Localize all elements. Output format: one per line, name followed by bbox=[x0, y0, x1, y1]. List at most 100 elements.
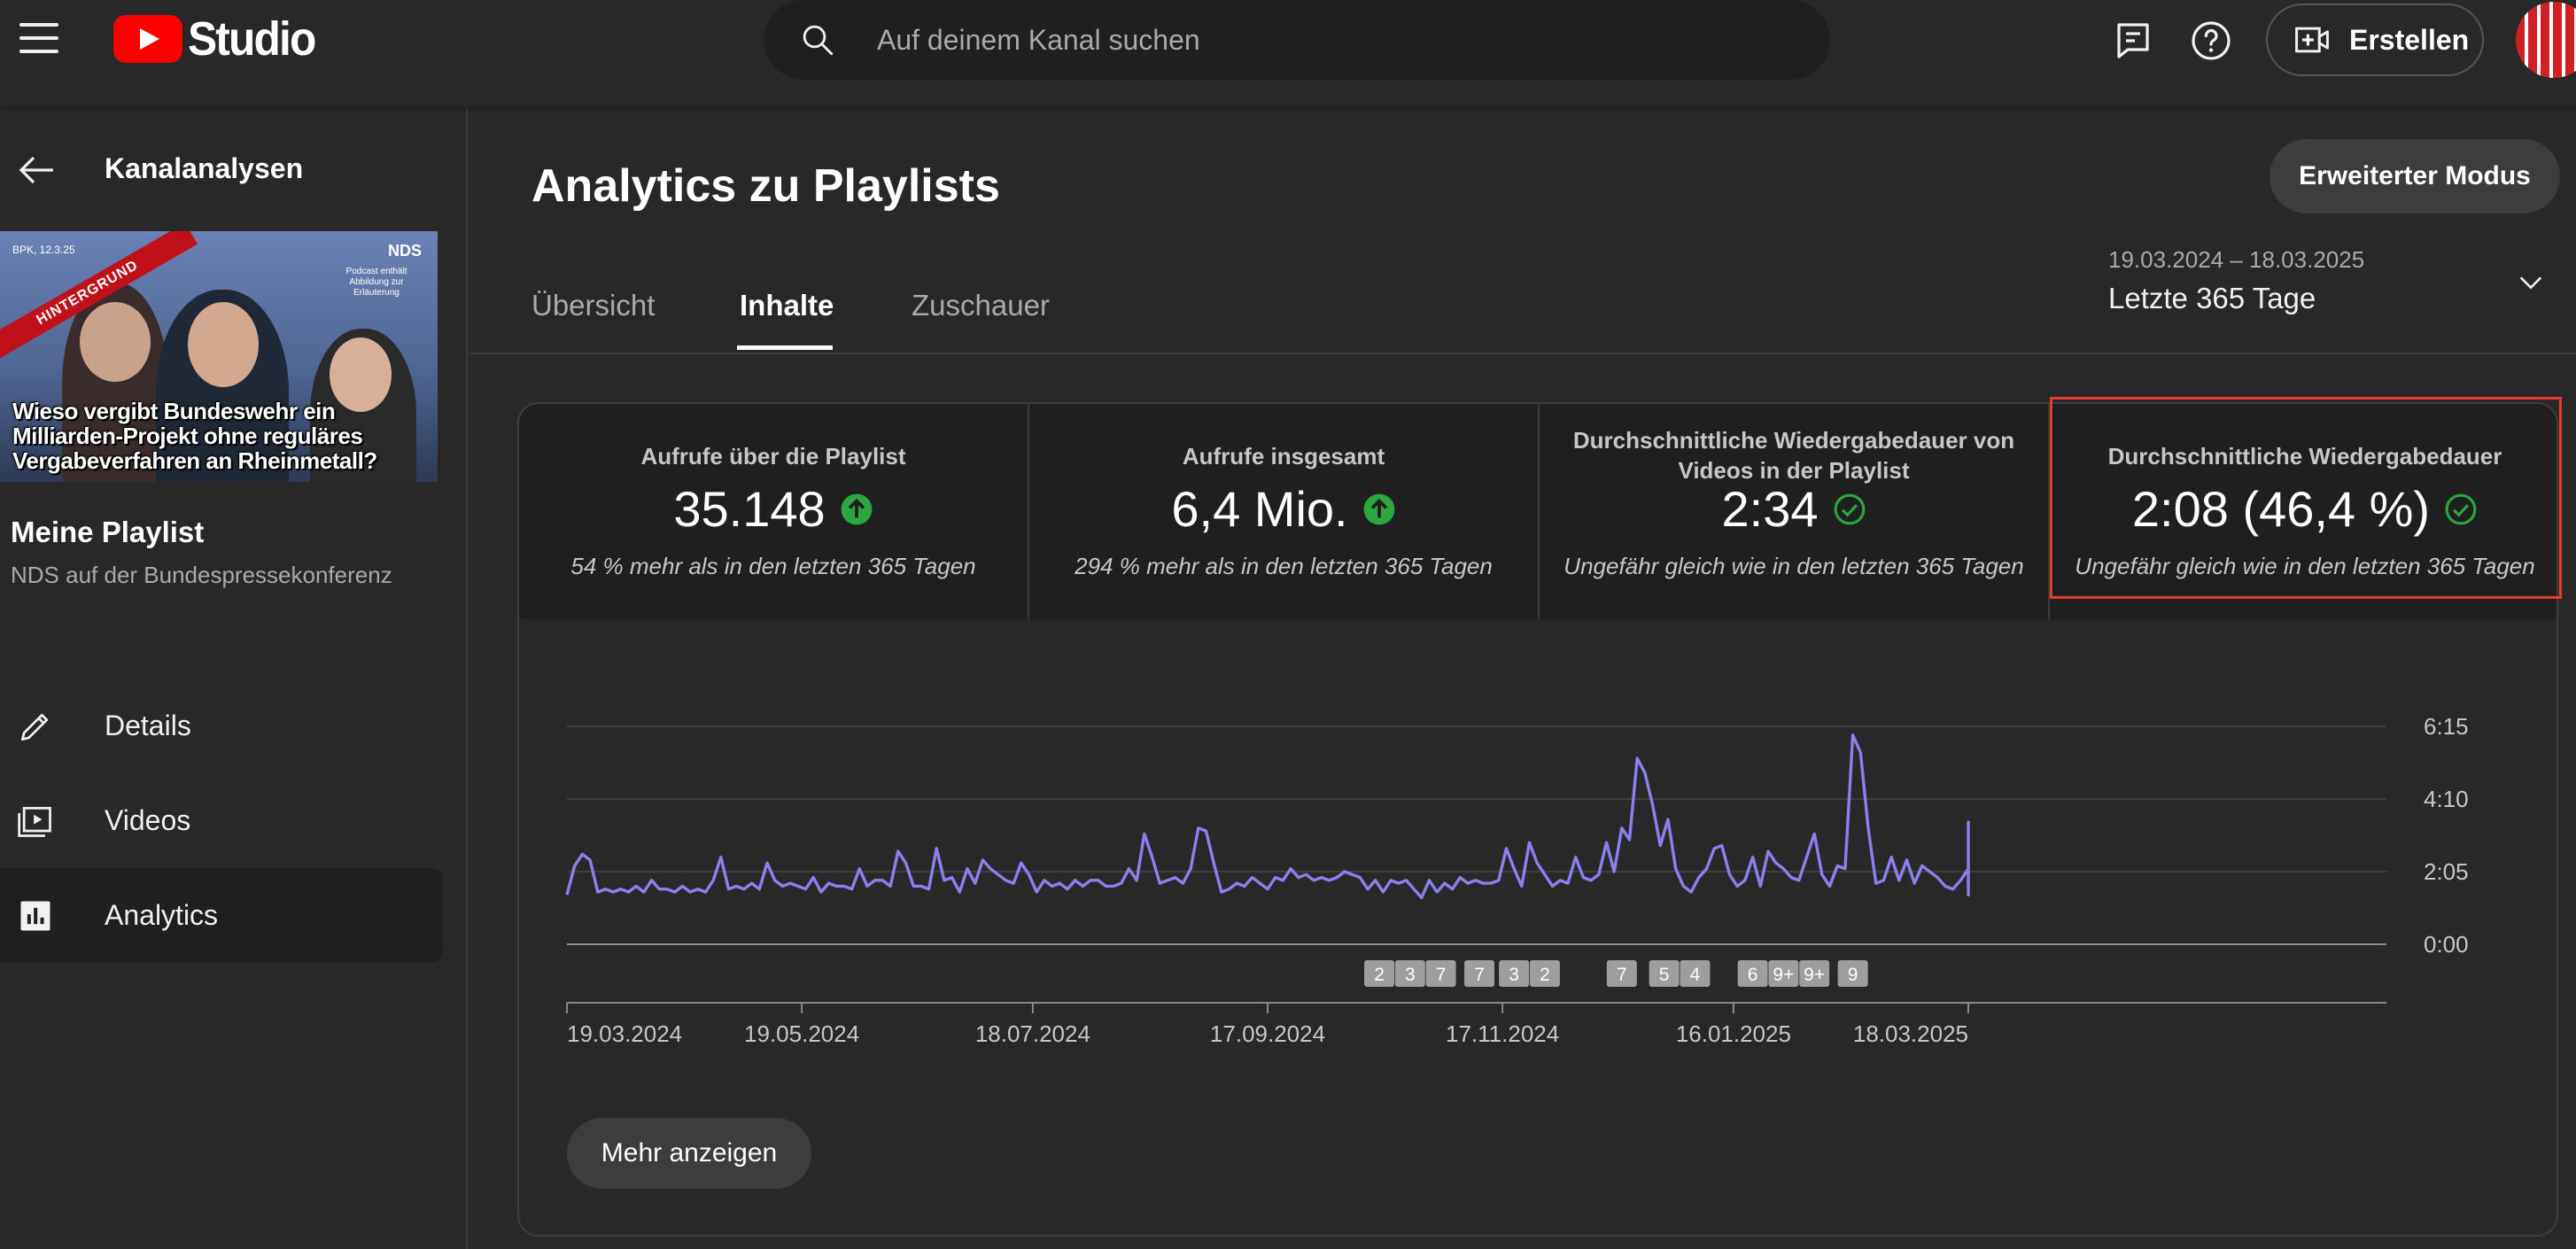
data-point bbox=[788, 882, 791, 885]
marker-label: 5 bbox=[1659, 965, 1670, 985]
chevron-down-icon[interactable] bbox=[2516, 268, 2546, 298]
sidebar-item-details[interactable]: Details bbox=[0, 679, 443, 772]
data-point bbox=[1466, 882, 1469, 885]
metric-card-avg-duration-playlist-videos[interactable]: Durchschnittliche Wiedergabedauer von Vi… bbox=[1540, 404, 2050, 619]
data-point bbox=[1751, 856, 1754, 858]
marker-badge bbox=[1464, 960, 1495, 987]
data-point bbox=[1320, 876, 1323, 879]
data-point bbox=[1336, 876, 1338, 879]
advanced-mode-button[interactable]: Erweiterter Modus bbox=[2270, 139, 2560, 213]
metric-card-avg-duration[interactable]: Durchschnittliche Wiedergabedauer 2:08 (… bbox=[2050, 404, 2557, 619]
data-point bbox=[1659, 844, 1662, 847]
data-point bbox=[1766, 849, 1769, 852]
data-point bbox=[1266, 888, 1269, 890]
metric-card-total-views[interactable]: Aufrufe insgesamt 6,4 Mio. 294 % mehr al… bbox=[1029, 404, 1540, 619]
data-point bbox=[1944, 885, 1946, 888]
studio-logo[interactable]: Studio bbox=[113, 12, 326, 66]
data-point bbox=[1259, 882, 1261, 885]
data-point bbox=[1136, 879, 1138, 881]
data-point bbox=[850, 888, 853, 890]
data-point bbox=[1789, 876, 1792, 879]
metric-title: Durchschnittliche Wiedergabedauer bbox=[2107, 443, 2502, 469]
data-point bbox=[1967, 862, 1969, 865]
data-point bbox=[1059, 882, 1061, 885]
data-point bbox=[1089, 879, 1091, 881]
data-point bbox=[1774, 862, 1777, 865]
data-point bbox=[627, 890, 630, 893]
data-point bbox=[1451, 888, 1454, 890]
data-point bbox=[1366, 888, 1369, 890]
data-point bbox=[1897, 879, 1900, 881]
marker-badge bbox=[1649, 960, 1680, 987]
metric-comparison: 294 % mehr als in den letzten 365 Tagen bbox=[1075, 553, 1493, 579]
help-icon[interactable] bbox=[2190, 19, 2232, 62]
data-point bbox=[1028, 873, 1030, 876]
data-point bbox=[1420, 896, 1423, 899]
menu-icon[interactable] bbox=[19, 23, 58, 55]
data-point bbox=[1097, 879, 1099, 881]
data-point bbox=[1397, 882, 1400, 885]
data-point bbox=[1551, 885, 1554, 888]
date-range-label[interactable]: Letzte 365 Tage bbox=[2108, 282, 2316, 314]
data-point bbox=[712, 879, 715, 881]
sidebar-item-videos[interactable]: Videos bbox=[0, 773, 443, 867]
analytics-panel: Aufrufe über die Playlist 35.148 54 % me… bbox=[517, 402, 2558, 1237]
data-point bbox=[1213, 862, 1215, 865]
data-point bbox=[1497, 879, 1500, 881]
metric-cards: Aufrufe über die Playlist 35.148 54 % me… bbox=[519, 404, 2557, 619]
marker-label: 6 bbox=[1748, 965, 1758, 985]
tab-overview[interactable]: Übersicht bbox=[531, 289, 656, 322]
data-point bbox=[842, 885, 845, 888]
data-point bbox=[1343, 870, 1346, 873]
search-input[interactable] bbox=[877, 0, 1763, 80]
data-point bbox=[1459, 876, 1462, 879]
data-point bbox=[982, 858, 984, 861]
data-point bbox=[1182, 882, 1184, 885]
channel-analytics-link[interactable]: Kanalanalysen bbox=[105, 152, 304, 184]
data-point bbox=[1282, 879, 1284, 881]
marker-badge bbox=[1737, 960, 1768, 987]
show-more-button[interactable]: Mehr anzeigen bbox=[567, 1118, 811, 1189]
data-point bbox=[704, 890, 707, 893]
feedback-icon[interactable] bbox=[2112, 19, 2154, 62]
data-point bbox=[1005, 879, 1007, 881]
playlist-thumbnail[interactable]: BPK, 12.3.25 HINTERGRUND NDS Podcast ent… bbox=[0, 231, 438, 482]
tab-audience[interactable]: Zuschauer bbox=[912, 289, 1050, 322]
data-point bbox=[1967, 888, 1969, 890]
marker-badge bbox=[1837, 960, 1868, 987]
data-point bbox=[1520, 885, 1523, 888]
data-point bbox=[1689, 890, 1692, 893]
data-point bbox=[1967, 882, 1969, 885]
video-list-icon bbox=[18, 806, 51, 837]
sidebar-item-analytics[interactable]: Analytics bbox=[0, 868, 443, 962]
data-point bbox=[1674, 867, 1677, 870]
date-range[interactable]: 19.03.2024 – 18.03.2025 bbox=[2108, 246, 2365, 273]
data-point bbox=[1243, 885, 1245, 888]
data-point bbox=[1967, 829, 1969, 832]
search-bar[interactable] bbox=[764, 0, 1830, 80]
create-button[interactable]: Erstellen bbox=[2266, 4, 2484, 76]
back-arrow-icon[interactable] bbox=[16, 149, 58, 191]
data-point bbox=[1505, 847, 1508, 849]
tab-content[interactable]: Inhalte bbox=[740, 289, 834, 322]
y-tick-label: 2:05 bbox=[2424, 858, 2469, 885]
marker-badge bbox=[1799, 960, 1830, 987]
data-point bbox=[873, 879, 876, 881]
data-point bbox=[1705, 867, 1708, 870]
metric-card-playlist-views[interactable]: Aufrufe über die Playlist 35.148 54 % me… bbox=[519, 404, 1029, 619]
data-point bbox=[974, 882, 976, 885]
x-tick-label: 19.05.2024 bbox=[744, 1020, 859, 1047]
marker-label: 3 bbox=[1509, 965, 1519, 985]
data-point bbox=[1351, 873, 1354, 876]
data-point bbox=[904, 862, 907, 865]
data-point bbox=[1251, 876, 1253, 879]
avatar[interactable] bbox=[2516, 2, 2576, 78]
marker-badge bbox=[1364, 960, 1395, 987]
metric-value: 6,4 Mio. bbox=[1171, 481, 1348, 537]
data-point bbox=[1020, 862, 1022, 865]
data-point bbox=[958, 890, 961, 893]
data-point bbox=[935, 847, 938, 849]
data-point bbox=[688, 890, 691, 893]
data-point bbox=[827, 882, 830, 885]
data-point bbox=[1528, 842, 1531, 844]
